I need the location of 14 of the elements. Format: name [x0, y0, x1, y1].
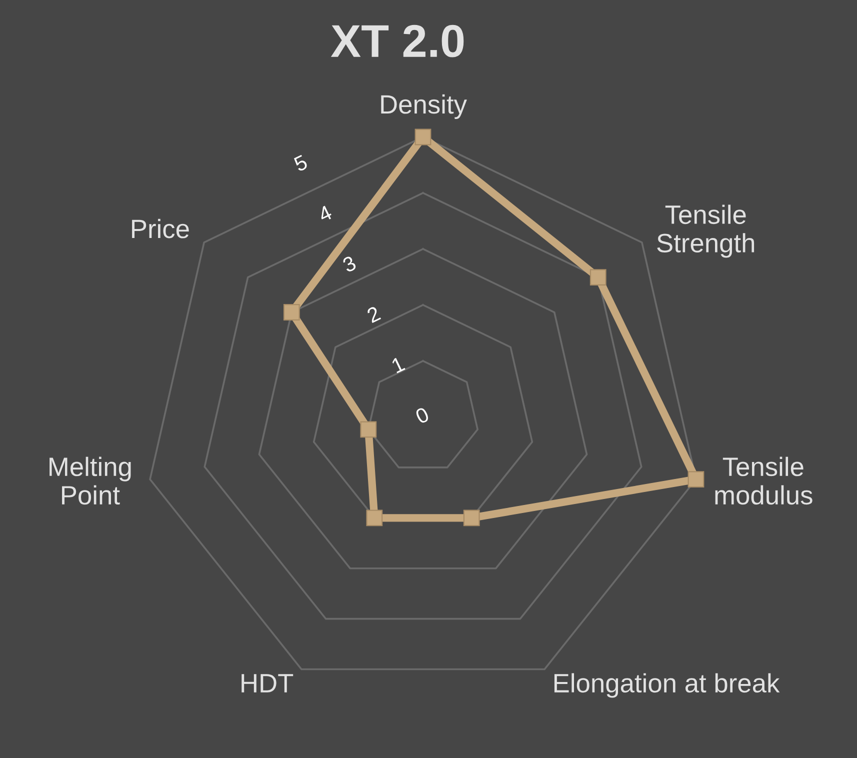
y-tick-label: 5	[293, 154, 308, 172]
y-tick-label: 2	[366, 306, 382, 324]
spoke-label: Tensile Strength	[657, 204, 754, 258]
y-tick-label: 1	[391, 356, 406, 374]
y-tick-label: 0	[414, 406, 430, 424]
y-tick-label: 4	[317, 204, 333, 222]
spoke-label: Elongation at break	[554, 673, 780, 698]
spoke-label: Melting Point	[50, 456, 131, 505]
spoke-label: Tensile modulus	[715, 456, 812, 505]
spoke-label: Density	[381, 94, 467, 119]
spoke-label: Price	[132, 218, 189, 238]
chart-title: XT 2.0	[330, 24, 464, 58]
spoke-label: HDT	[242, 674, 294, 692]
y-tick-label: 3	[342, 255, 357, 273]
